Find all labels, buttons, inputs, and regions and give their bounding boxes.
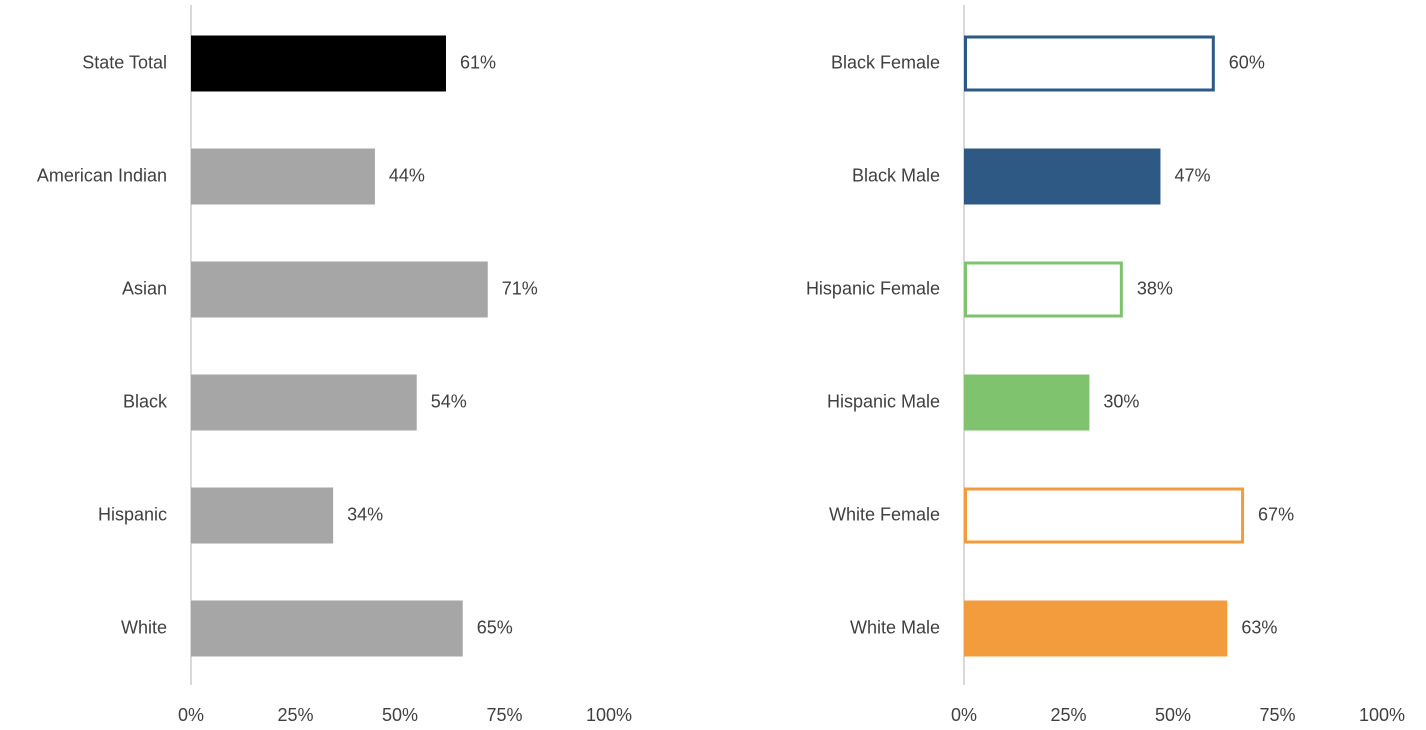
data-label: 44% <box>389 165 425 185</box>
bar <box>964 35 1215 92</box>
y-tick-label: Hispanic <box>98 504 167 524</box>
x-tick-label: 50% <box>382 705 418 725</box>
y-tick-label: Black Male <box>852 165 940 185</box>
bar <box>191 148 375 205</box>
y-tick-label: American Indian <box>37 165 167 185</box>
data-label: 38% <box>1137 278 1173 298</box>
x-tick-label: 75% <box>486 705 522 725</box>
y-tick-label: White Female <box>829 504 940 524</box>
x-tick-label: 100% <box>586 705 632 725</box>
data-label: 61% <box>460 52 496 72</box>
bar <box>191 35 446 92</box>
bar <box>964 600 1228 657</box>
data-label: 34% <box>347 504 383 524</box>
data-label: 65% <box>477 617 513 637</box>
data-label: 54% <box>431 391 467 411</box>
y-tick-label: Black <box>123 391 168 411</box>
bar <box>964 261 1123 318</box>
bar <box>191 374 417 431</box>
y-tick-label: White Male <box>850 617 940 637</box>
y-tick-label: State Total <box>82 52 167 72</box>
data-label: 67% <box>1258 504 1294 524</box>
x-tick-label: 50% <box>1155 705 1191 725</box>
x-tick-label: 100% <box>1359 705 1405 725</box>
bar <box>191 487 334 544</box>
data-label: 47% <box>1174 165 1210 185</box>
y-tick-label: White <box>121 617 167 637</box>
x-tick-label: 75% <box>1259 705 1295 725</box>
data-label: 30% <box>1103 391 1139 411</box>
x-tick-label: 0% <box>951 705 977 725</box>
y-tick-label: Hispanic Male <box>827 391 940 411</box>
bar <box>964 487 1245 544</box>
bar <box>964 148 1161 205</box>
y-tick-label: Black Female <box>831 52 940 72</box>
bar <box>964 374 1090 431</box>
x-tick-label: 25% <box>277 705 313 725</box>
data-label: 60% <box>1229 52 1265 72</box>
bar <box>191 600 463 657</box>
y-tick-label: Asian <box>122 278 167 298</box>
bar <box>191 261 488 318</box>
x-tick-label: 25% <box>1050 705 1086 725</box>
data-label: 71% <box>502 278 538 298</box>
x-tick-label: 0% <box>178 705 204 725</box>
data-label: 63% <box>1241 617 1277 637</box>
y-tick-label: Hispanic Female <box>806 278 940 298</box>
